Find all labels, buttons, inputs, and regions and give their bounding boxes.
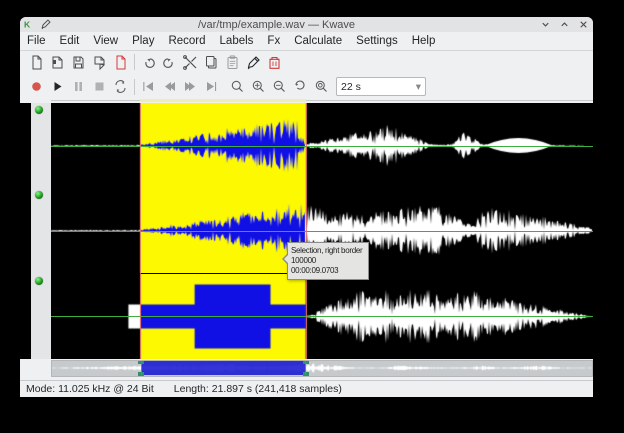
svg-text:K: K bbox=[24, 19, 31, 29]
